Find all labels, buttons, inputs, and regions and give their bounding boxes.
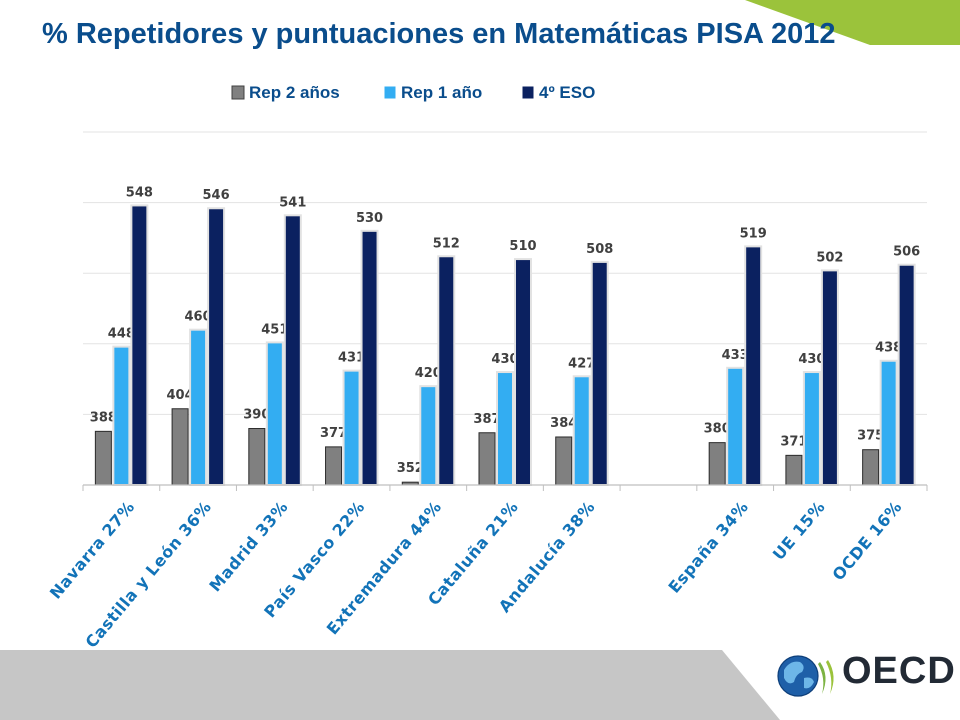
bar <box>283 214 302 486</box>
category-label: Castilla y León 36% <box>81 497 215 650</box>
bar <box>572 375 591 486</box>
data-label: 430 <box>798 352 825 367</box>
data-label: 431 <box>338 351 365 366</box>
data-label: 377 <box>320 426 347 441</box>
bar <box>879 359 898 486</box>
page-title: % Repetidores y puntuaciones en Matemáti… <box>42 18 836 50</box>
data-label: 530 <box>356 211 383 226</box>
legend-label: Rep 2 años <box>249 83 340 102</box>
data-label: 387 <box>473 412 500 427</box>
data-label: 508 <box>586 242 613 257</box>
leaf-icon <box>818 660 834 694</box>
category-label: UE 15% <box>769 497 829 563</box>
bar <box>171 408 189 486</box>
data-label: 433 <box>722 348 749 363</box>
bar <box>112 345 131 486</box>
green-accent-shape <box>745 0 960 45</box>
category-label: España 34% <box>665 497 753 596</box>
bar <box>478 432 496 486</box>
bar <box>744 245 763 486</box>
data-label: 427 <box>568 356 595 371</box>
legend-swatch <box>383 85 397 100</box>
bar <box>207 207 226 487</box>
data-label: 375 <box>857 429 884 444</box>
bar <box>496 371 514 487</box>
data-label: 506 <box>893 245 920 260</box>
bar <box>820 269 839 486</box>
data-label: 451 <box>261 322 288 337</box>
bar <box>785 454 803 486</box>
legend-label: Rep 1 año <box>401 83 482 102</box>
bar <box>437 255 456 487</box>
data-label: 438 <box>875 341 902 356</box>
data-label: 510 <box>509 239 536 254</box>
data-label: 430 <box>491 352 518 367</box>
data-label: 371 <box>780 434 807 449</box>
gray-band-shape <box>0 650 780 720</box>
bar <box>130 204 149 486</box>
data-label: 404 <box>167 388 194 403</box>
data-label: 519 <box>740 226 767 241</box>
bar <box>590 260 609 486</box>
data-label: 390 <box>243 408 270 423</box>
category-label: Madrid 33% <box>205 497 291 595</box>
data-label: 352 <box>397 461 424 476</box>
data-label: 384 <box>550 416 577 431</box>
legend-label: 4º ESO <box>539 83 595 102</box>
data-label: 541 <box>279 195 306 210</box>
bar <box>897 263 916 486</box>
bar <box>325 446 343 486</box>
data-label: 460 <box>185 310 212 325</box>
category-label: OCDE 16% <box>829 497 906 584</box>
bar <box>94 430 112 486</box>
bar <box>342 369 361 486</box>
bar <box>862 449 880 486</box>
bar <box>419 385 438 486</box>
bar <box>514 258 532 486</box>
legend-swatch <box>231 85 245 100</box>
legend-swatch <box>521 85 535 100</box>
bottom-band <box>0 650 780 720</box>
bar <box>708 442 726 486</box>
globe-icon <box>777 655 819 697</box>
chart: Rep 2 años Rep 1 año 4º ESO388448548Navarr… <box>46 83 928 650</box>
bar <box>726 366 745 486</box>
bar <box>555 436 573 486</box>
data-label: 388 <box>90 410 117 425</box>
bar <box>360 229 379 486</box>
bar <box>189 328 208 486</box>
data-label: 380 <box>704 422 731 437</box>
bar <box>248 428 266 486</box>
data-label: 448 <box>108 327 135 342</box>
data-label: 502 <box>816 250 843 265</box>
bar <box>265 341 284 486</box>
data-label: 420 <box>415 366 442 381</box>
bar <box>802 371 821 487</box>
data-label: 546 <box>203 188 230 203</box>
data-label: 548 <box>126 185 153 200</box>
oecd-logo-text: OECD <box>842 650 956 692</box>
corner-accent <box>745 0 960 45</box>
data-label: 512 <box>433 236 460 251</box>
oecd-logo <box>777 655 834 697</box>
